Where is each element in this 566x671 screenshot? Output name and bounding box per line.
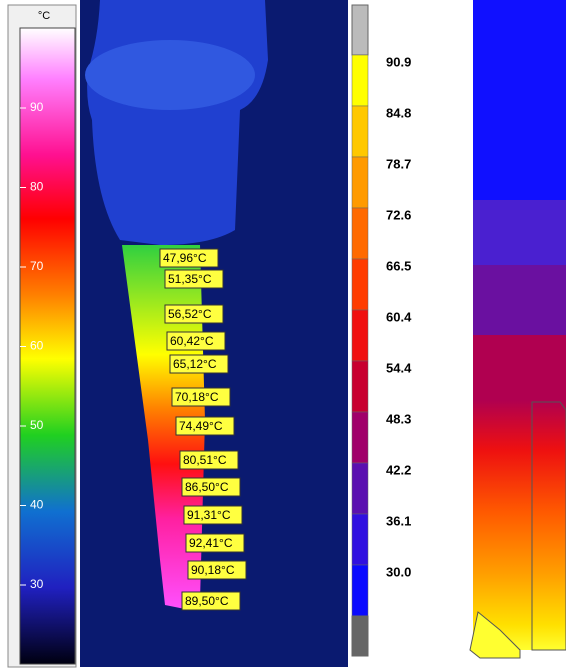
temperature-label: 90,18°C <box>191 563 235 577</box>
tick-label: 60 <box>30 339 44 353</box>
temperature-label: 80,51°C <box>183 453 227 467</box>
tick-label: 70 <box>30 259 44 273</box>
sim-zone <box>473 200 566 265</box>
sim-zone <box>473 0 566 200</box>
tick-label: 40 <box>30 498 44 512</box>
sim-label: 54.4 <box>386 360 412 375</box>
temperature-label: 74,49°C <box>179 419 223 433</box>
sim-zone <box>473 400 566 650</box>
sim-band <box>352 412 368 463</box>
page: {"left_scale": {"unit": "°C", "ticks": [… <box>0 0 566 671</box>
sim-band <box>352 514 368 565</box>
sim-band <box>352 565 368 616</box>
sim-scale: 90.9 84.8 78.7 72.6 66.5 60.4 54.4 48.3 42.2 36.1… <box>352 5 412 656</box>
sim-band <box>352 361 368 412</box>
sim-top <box>352 5 368 55</box>
holder-ring <box>85 40 255 110</box>
sim-label: 78.7 <box>386 156 411 171</box>
sim-bottom <box>352 616 368 656</box>
temperature-label: 60,42°C <box>170 334 214 348</box>
tick-label: 90 <box>30 100 44 114</box>
tick-label: 50 <box>30 418 44 432</box>
sim-zone <box>473 265 566 335</box>
sim-band <box>352 310 368 361</box>
sim-band <box>352 463 368 514</box>
sim-label: 30.0 <box>386 564 411 579</box>
sim-label: 72.6 <box>386 207 411 222</box>
sim-label: 84.8 <box>386 105 411 120</box>
sim-label: 90.9 <box>386 54 411 69</box>
temperature-label: 47,96°C <box>163 251 207 265</box>
sim-band <box>352 55 368 106</box>
sim-band <box>352 208 368 259</box>
temperature-label: 65,12°C <box>173 357 217 371</box>
sim-band <box>352 259 368 310</box>
sim-label: 48.3 <box>386 411 411 426</box>
sim-label: 36.1 <box>386 513 411 528</box>
scale-gradient <box>20 28 75 664</box>
sim-band <box>352 157 368 208</box>
sim-label: 66.5 <box>386 258 411 273</box>
tick-label: 30 <box>30 577 44 591</box>
sim-label: 60.4 <box>386 309 412 324</box>
screenshot: °C 90 80 70 60 50 40 30 47,96°C 51,35°C 56,52°C 6… <box>0 0 566 671</box>
scale-unit: °C <box>38 10 50 22</box>
temperature-label: 56,52°C <box>168 307 212 321</box>
tick-label: 80 <box>30 180 44 194</box>
temperature-label: 91,31°C <box>187 508 231 522</box>
temperature-label: 92,41°C <box>189 536 233 550</box>
sim-band <box>352 106 368 157</box>
temperature-label: 51,35°C <box>168 272 212 286</box>
temperature-label: 86,50°C <box>185 480 229 494</box>
sim-label: 42.2 <box>386 462 411 477</box>
sim-zone <box>473 335 566 400</box>
temperature-label: 70,18°C <box>175 390 219 404</box>
temperature-label: 89,50°C <box>185 594 229 608</box>
